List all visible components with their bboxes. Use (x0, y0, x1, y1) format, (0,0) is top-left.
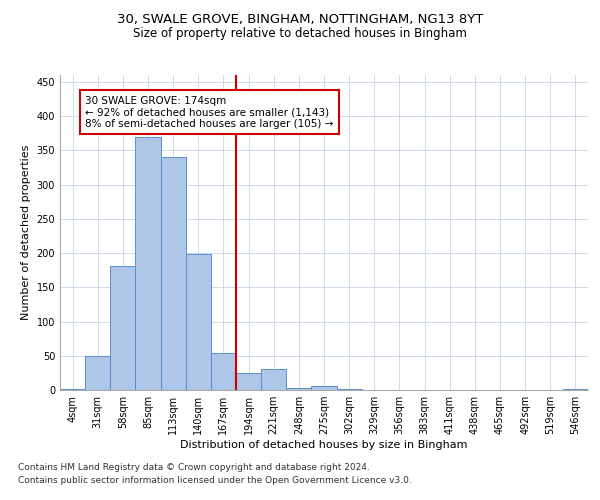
Text: Size of property relative to detached houses in Bingham: Size of property relative to detached ho… (133, 28, 467, 40)
Bar (286, 388, 311, 390)
Text: Contains HM Land Registry data © Crown copyright and database right 2024.: Contains HM Land Registry data © Crown c… (18, 464, 370, 472)
Bar (161, 157, 186, 390)
Bar (236, 373, 261, 390)
Y-axis label: Number of detached properties: Number of detached properties (21, 145, 31, 320)
Bar (261, 369, 286, 390)
Bar (186, 254, 211, 390)
Text: 30 SWALE GROVE: 174sqm
← 92% of detached houses are smaller (1,143)
8% of semi-d: 30 SWALE GROVE: 174sqm ← 92% of detached… (85, 96, 334, 128)
Bar (85, 356, 110, 390)
Bar (211, 353, 236, 390)
Text: Contains public sector information licensed under the Open Government Licence v3: Contains public sector information licen… (18, 476, 412, 485)
Bar (311, 386, 337, 390)
X-axis label: Distribution of detached houses by size in Bingham: Distribution of detached houses by size … (180, 440, 468, 450)
Text: 30, SWALE GROVE, BINGHAM, NOTTINGHAM, NG13 8YT: 30, SWALE GROVE, BINGHAM, NOTTINGHAM, NG… (117, 12, 483, 26)
Bar (136, 138, 161, 390)
Bar (110, 266, 136, 390)
